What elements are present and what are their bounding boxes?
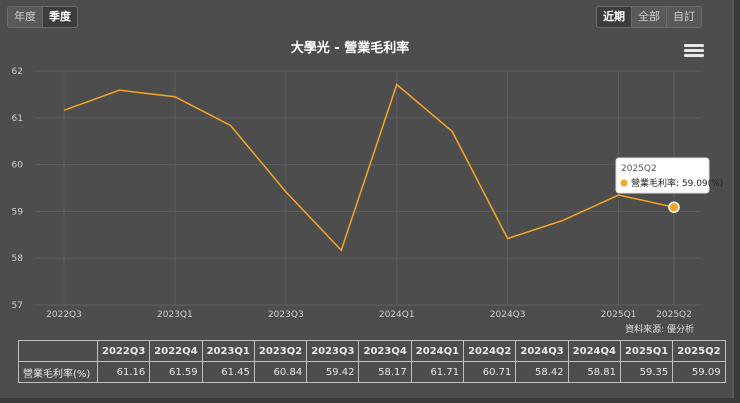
table-cell: 61.71	[410, 361, 465, 383]
table-cell: 58.42	[515, 361, 569, 383]
table-header-cell: 2024Q2	[463, 340, 517, 362]
table-header-cell: 2022Q4	[149, 340, 203, 362]
table-header-cell: 2025Q1	[619, 340, 674, 362]
table-cell: 59.42	[306, 361, 360, 383]
table-cell: 61.59	[149, 361, 203, 383]
custom-range-button[interactable]: 自訂	[667, 7, 701, 27]
table-cell: 59.35	[619, 361, 674, 383]
table-cell: 59.09	[672, 361, 726, 383]
x-tick-label: 2024Q3	[490, 310, 526, 320]
y-tick-label: 62	[12, 67, 23, 77]
chart-panel: 年度 季度 近期 全部 自訂 大學光 - 營業毛利率 57 58 59 60 61 62 20…	[0, 0, 734, 398]
table-cell: 58.81	[567, 361, 621, 383]
x-tick-label: 2024Q1	[379, 310, 415, 320]
table-header-cell: 2023Q4	[358, 340, 412, 362]
y-tick-label: 59	[12, 207, 24, 217]
y-tick-label: 60	[12, 161, 24, 171]
table-row: 營業毛利率(%) 61.16 61.59 61.45 60.84 59.42 5…	[18, 361, 726, 383]
quarterly-toggle-button[interactable]: 季度	[43, 7, 77, 27]
table-header-row: 2022Q3 2022Q4 2023Q1 2023Q2 2023Q3 2023Q…	[18, 340, 726, 362]
table-header-cell: 2024Q1	[410, 340, 465, 362]
data-table: 2022Q3 2022Q4 2023Q1 2023Q2 2023Q3 2023Q…	[18, 340, 726, 383]
table-header-cell: 2024Q4	[567, 340, 621, 362]
series-line	[63, 83, 675, 252]
table-header-cell: 2024Q3	[515, 340, 569, 362]
x-tick-label: 2023Q3	[268, 310, 304, 320]
all-range-button[interactable]: 全部	[632, 7, 667, 27]
table-header-cell: 2023Q2	[253, 340, 308, 362]
x-tick-label: 2025Q1	[601, 310, 637, 320]
table-cell: 60.71	[463, 361, 517, 383]
tooltip-title: 2025Q2	[621, 164, 657, 174]
table-cell: 61.16	[96, 361, 151, 383]
y-tick-label: 61	[12, 114, 23, 124]
annual-toggle-button[interactable]: 年度	[8, 7, 43, 27]
line-chart: 大學光 - 營業毛利率 57 58 59 60 61 62 2022Q3 2023Q1 2023Q…	[12, 40, 724, 320]
recent-range-button[interactable]: 近期	[597, 7, 632, 27]
table-header-cell: 2025Q2	[672, 340, 726, 362]
table-header-cell: 2022Q3	[96, 340, 151, 362]
range-toggle: 近期 全部 自訂	[596, 6, 702, 28]
x-tick-label: 2025Q2	[656, 310, 692, 320]
highlight-point	[668, 201, 680, 213]
period-toggle: 年度 季度	[7, 6, 78, 28]
table-cell: 58.17	[358, 361, 412, 383]
tooltip-value: 營業毛利率: 59.09(%)	[631, 177, 723, 189]
y-tick-label: 57	[12, 301, 23, 311]
table-row-label: 營業毛利率(%)	[18, 361, 98, 383]
tooltip-box	[615, 157, 710, 194]
chart-title: 大學光 - 營業毛利率	[291, 40, 409, 56]
table-header-cell: 2023Q3	[306, 340, 360, 362]
hamburger-menu-icon[interactable]	[684, 42, 704, 60]
table-cell: 60.84	[253, 361, 308, 383]
tooltip-marker	[620, 179, 628, 187]
table-corner-cell	[18, 340, 98, 362]
table-cell: 61.45	[201, 361, 255, 383]
source-label: 資料來源: 優分析	[625, 325, 694, 335]
y-tick-label: 58	[12, 254, 24, 264]
x-tick-label: 2022Q3	[46, 310, 82, 320]
x-tick-label: 2023Q1	[157, 310, 193, 320]
table-header-cell: 2023Q1	[201, 340, 255, 362]
